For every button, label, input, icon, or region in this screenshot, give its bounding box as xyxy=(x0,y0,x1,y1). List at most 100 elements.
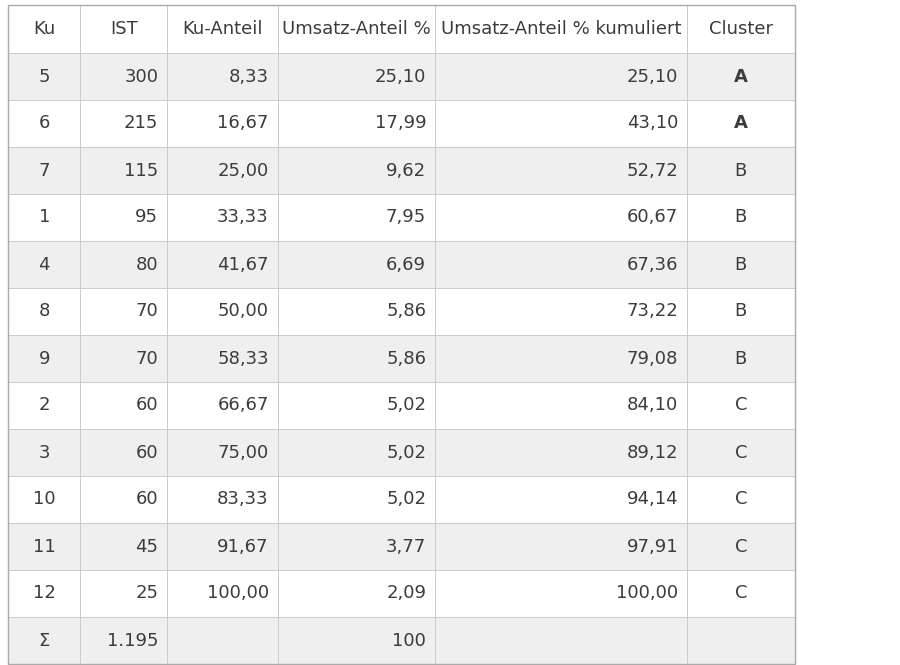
Bar xyxy=(435,100,687,147)
Text: 1: 1 xyxy=(39,209,50,227)
Bar xyxy=(687,335,795,382)
Text: 60,67: 60,67 xyxy=(626,209,678,227)
Text: 17,99: 17,99 xyxy=(374,114,426,132)
Text: 95: 95 xyxy=(135,209,158,227)
Text: 80: 80 xyxy=(136,255,158,273)
Bar xyxy=(8,429,80,476)
Text: C: C xyxy=(734,537,747,555)
Bar xyxy=(687,570,795,617)
Bar xyxy=(167,476,277,523)
Bar xyxy=(435,382,687,429)
Text: 5,02: 5,02 xyxy=(386,444,426,462)
Bar xyxy=(167,100,277,147)
Bar xyxy=(8,335,80,382)
Bar xyxy=(167,241,277,288)
Bar xyxy=(277,5,435,53)
Text: 73,22: 73,22 xyxy=(626,303,678,321)
Bar xyxy=(277,523,435,570)
Bar xyxy=(80,429,167,476)
Text: 100: 100 xyxy=(392,632,426,650)
Bar xyxy=(80,335,167,382)
Bar xyxy=(687,617,795,664)
Bar xyxy=(277,617,435,664)
Text: 43,10: 43,10 xyxy=(626,114,678,132)
Bar xyxy=(167,382,277,429)
Bar xyxy=(277,53,435,100)
Bar xyxy=(167,53,277,100)
Bar xyxy=(687,100,795,147)
Bar xyxy=(167,570,277,617)
Text: 5,02: 5,02 xyxy=(386,396,426,414)
Text: C: C xyxy=(734,444,747,462)
Text: Umsatz-Anteil %: Umsatz-Anteil % xyxy=(282,20,431,38)
Bar xyxy=(277,147,435,194)
Bar xyxy=(167,429,277,476)
Bar xyxy=(8,241,80,288)
Bar xyxy=(8,476,80,523)
Bar xyxy=(167,5,277,53)
Bar xyxy=(80,147,167,194)
Text: 115: 115 xyxy=(124,162,158,180)
Bar xyxy=(80,288,167,335)
Bar xyxy=(80,617,167,664)
Bar xyxy=(277,194,435,241)
Text: 5,86: 5,86 xyxy=(386,303,426,321)
Text: IST: IST xyxy=(110,20,138,38)
Bar xyxy=(8,570,80,617)
Bar xyxy=(687,53,795,100)
Text: 94,14: 94,14 xyxy=(626,491,678,509)
Text: 5,02: 5,02 xyxy=(386,491,426,509)
Bar xyxy=(687,476,795,523)
Bar xyxy=(167,617,277,664)
Text: 60: 60 xyxy=(136,396,158,414)
Bar xyxy=(435,523,687,570)
Text: 9: 9 xyxy=(39,350,50,368)
Text: 89,12: 89,12 xyxy=(626,444,678,462)
Text: 66,67: 66,67 xyxy=(218,396,269,414)
Text: 75,00: 75,00 xyxy=(218,444,269,462)
Text: 12: 12 xyxy=(32,585,56,602)
Text: 8,33: 8,33 xyxy=(229,68,269,86)
Text: 16,67: 16,67 xyxy=(218,114,269,132)
Text: 2: 2 xyxy=(39,396,50,414)
Bar xyxy=(277,288,435,335)
Bar xyxy=(80,100,167,147)
Text: 5,86: 5,86 xyxy=(386,350,426,368)
Bar xyxy=(8,194,80,241)
Bar xyxy=(687,288,795,335)
Text: 9,62: 9,62 xyxy=(386,162,426,180)
Text: 3: 3 xyxy=(39,444,50,462)
Bar xyxy=(80,241,167,288)
Bar xyxy=(435,288,687,335)
Bar xyxy=(80,476,167,523)
Text: 2,09: 2,09 xyxy=(386,585,426,602)
Text: B: B xyxy=(734,350,747,368)
Text: 70: 70 xyxy=(136,350,158,368)
Text: C: C xyxy=(734,396,747,414)
Text: 25,10: 25,10 xyxy=(626,68,678,86)
Text: C: C xyxy=(734,491,747,509)
Text: B: B xyxy=(734,303,747,321)
Bar xyxy=(8,147,80,194)
Text: 25,00: 25,00 xyxy=(218,162,269,180)
Text: 60: 60 xyxy=(136,491,158,509)
Bar xyxy=(687,241,795,288)
Bar xyxy=(435,617,687,664)
Bar xyxy=(167,288,277,335)
Text: 10: 10 xyxy=(33,491,56,509)
Text: 11: 11 xyxy=(33,537,56,555)
Text: 4: 4 xyxy=(39,255,50,273)
Text: 41,67: 41,67 xyxy=(217,255,269,273)
Text: 6: 6 xyxy=(39,114,50,132)
Text: 7: 7 xyxy=(39,162,50,180)
Text: 52,72: 52,72 xyxy=(626,162,678,180)
Bar xyxy=(435,194,687,241)
Bar xyxy=(435,5,687,53)
Bar xyxy=(277,241,435,288)
Bar xyxy=(167,523,277,570)
Text: 97,91: 97,91 xyxy=(626,537,678,555)
Bar xyxy=(80,5,167,53)
Bar xyxy=(687,5,795,53)
Bar xyxy=(8,5,795,664)
Text: 83,33: 83,33 xyxy=(217,491,269,509)
